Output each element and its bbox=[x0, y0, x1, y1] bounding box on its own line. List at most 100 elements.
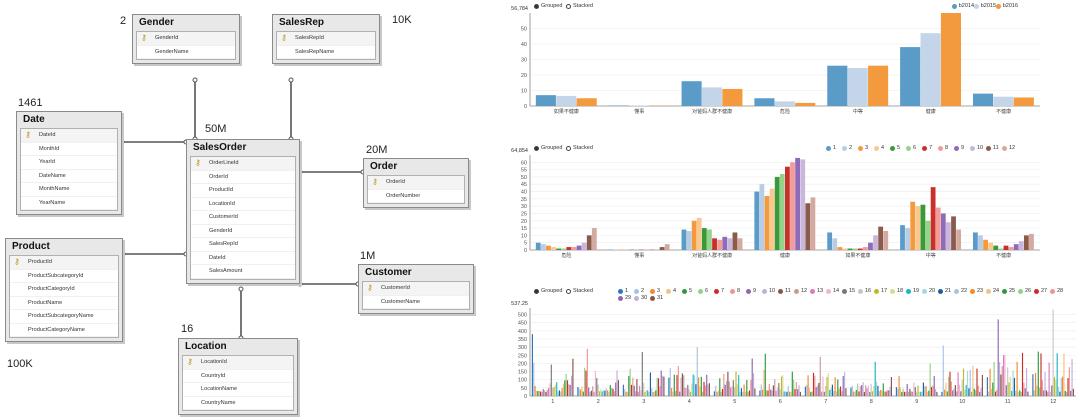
bar[interactable] bbox=[693, 375, 696, 396]
bar[interactable] bbox=[921, 391, 923, 396]
bar[interactable] bbox=[825, 386, 827, 396]
bar[interactable] bbox=[1071, 358, 1073, 396]
bar[interactable] bbox=[696, 347, 698, 396]
legend-item[interactable]: 10 bbox=[970, 145, 986, 151]
bar[interactable] bbox=[771, 390, 773, 396]
bar[interactable] bbox=[821, 391, 823, 396]
column-row[interactable]: ProductCategoryName bbox=[10, 324, 118, 337]
bar[interactable] bbox=[633, 385, 635, 396]
legend-item[interactable]: 1 bbox=[826, 145, 842, 151]
bar[interactable] bbox=[916, 391, 918, 396]
bar[interactable] bbox=[863, 391, 865, 396]
bar[interactable] bbox=[629, 368, 631, 396]
bar[interactable] bbox=[534, 385, 536, 396]
bar[interactable] bbox=[1023, 235, 1029, 250]
bar[interactable] bbox=[743, 384, 745, 396]
column-row[interactable]: CustomerId bbox=[191, 211, 295, 225]
bar[interactable] bbox=[880, 389, 882, 396]
bar[interactable] bbox=[701, 87, 723, 106]
bar[interactable] bbox=[968, 388, 970, 396]
bar[interactable] bbox=[996, 389, 998, 396]
bar[interactable] bbox=[1020, 391, 1022, 396]
bar[interactable] bbox=[1056, 353, 1058, 396]
bar[interactable] bbox=[861, 385, 863, 396]
bar[interactable] bbox=[683, 375, 685, 396]
bar[interactable] bbox=[845, 388, 847, 396]
bar[interactable] bbox=[569, 384, 571, 396]
column-row[interactable]: ⚷ OrderLineId bbox=[191, 157, 295, 171]
bar[interactable] bbox=[601, 391, 603, 396]
bar[interactable] bbox=[981, 374, 983, 396]
legend-item[interactable]: 7 bbox=[922, 145, 938, 151]
legend-item[interactable]: 11 bbox=[778, 288, 794, 294]
bar[interactable] bbox=[611, 388, 613, 396]
bar[interactable] bbox=[1062, 376, 1064, 396]
bar[interactable] bbox=[657, 378, 660, 396]
column-row[interactable]: CountryId bbox=[183, 370, 293, 383]
bar[interactable] bbox=[930, 187, 936, 250]
bar[interactable] bbox=[689, 391, 692, 396]
bar[interactable] bbox=[754, 98, 775, 106]
bar[interactable] bbox=[717, 390, 720, 396]
bar[interactable] bbox=[779, 389, 781, 396]
bar[interactable] bbox=[950, 381, 952, 396]
column-row[interactable]: ProductCategoryId bbox=[10, 283, 118, 297]
bar[interactable] bbox=[779, 174, 785, 250]
bar[interactable] bbox=[853, 391, 855, 396]
bar[interactable] bbox=[566, 380, 569, 396]
bar[interactable] bbox=[871, 391, 874, 396]
bar[interactable] bbox=[795, 381, 797, 396]
bar[interactable] bbox=[944, 389, 946, 396]
bar[interactable] bbox=[833, 390, 835, 396]
bar[interactable] bbox=[948, 376, 950, 396]
bar[interactable] bbox=[700, 376, 702, 396]
legend-item[interactable]: 3 bbox=[650, 288, 666, 294]
bar[interactable] bbox=[867, 385, 870, 396]
bar[interactable] bbox=[613, 391, 615, 396]
column-row[interactable]: ⚷ LocationId bbox=[183, 356, 293, 370]
column-row[interactable]: OrderNumber bbox=[368, 190, 464, 203]
bar[interactable] bbox=[870, 383, 872, 396]
bar[interactable] bbox=[913, 382, 915, 396]
bar[interactable] bbox=[842, 376, 844, 396]
bar[interactable] bbox=[822, 376, 824, 396]
legend-item[interactable]: 6 bbox=[698, 288, 714, 294]
bar[interactable] bbox=[993, 96, 1014, 106]
bar[interactable] bbox=[572, 358, 574, 396]
bar[interactable] bbox=[550, 364, 552, 396]
bar[interactable] bbox=[977, 385, 979, 396]
bar[interactable] bbox=[556, 248, 562, 250]
bar[interactable] bbox=[990, 389, 993, 396]
bar[interactable] bbox=[940, 213, 946, 250]
column-row[interactable]: ⚷ DateId bbox=[21, 129, 117, 143]
bar[interactable] bbox=[1013, 97, 1034, 106]
legend-item[interactable]: 27 bbox=[1034, 288, 1050, 294]
bar[interactable] bbox=[582, 391, 584, 396]
bar[interactable] bbox=[823, 391, 825, 396]
bar[interactable] bbox=[855, 389, 857, 396]
bar[interactable] bbox=[782, 375, 784, 396]
bar[interactable] bbox=[810, 391, 812, 396]
legend-item[interactable]: 8 bbox=[938, 145, 954, 151]
bar[interactable] bbox=[744, 391, 747, 396]
bar[interactable] bbox=[875, 381, 878, 396]
legend-item[interactable]: 9 bbox=[746, 288, 762, 294]
bar[interactable] bbox=[831, 384, 833, 396]
legend-item[interactable]: 19 bbox=[906, 288, 922, 294]
legend-item[interactable]: 10 bbox=[762, 288, 778, 294]
bar[interactable] bbox=[1059, 391, 1061, 396]
bar[interactable] bbox=[533, 362, 535, 396]
bar[interactable] bbox=[973, 388, 975, 396]
bar[interactable] bbox=[545, 391, 547, 396]
bar[interactable] bbox=[889, 386, 891, 396]
bar[interactable] bbox=[609, 384, 611, 396]
bar[interactable] bbox=[830, 388, 832, 396]
bar[interactable] bbox=[571, 247, 577, 250]
bar[interactable] bbox=[654, 249, 660, 250]
bar[interactable] bbox=[762, 389, 764, 396]
bar[interactable] bbox=[602, 389, 605, 396]
bar[interactable] bbox=[988, 391, 990, 396]
bar[interactable] bbox=[866, 388, 868, 396]
bar[interactable] bbox=[671, 387, 673, 396]
bar[interactable] bbox=[795, 157, 800, 250]
